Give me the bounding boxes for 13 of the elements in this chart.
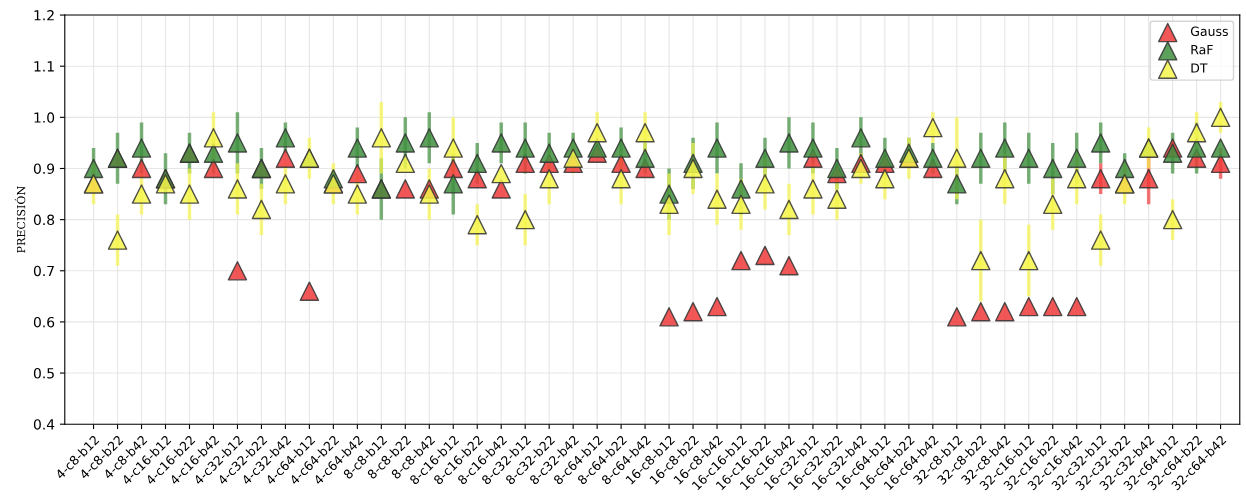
y-tick-label: 0.9 [33,163,55,174]
legend-label: DT [1191,63,1208,73]
y-tick-label: 0.5 [33,368,54,379]
y-axis-title: PRECISIÓN [14,186,26,253]
legend-label: Gauss [1190,26,1228,36]
y-tick-label: 0.8 [33,214,55,226]
y-tick-label: 0.7 [33,265,54,277]
y-tick-label: 0.6 [33,316,55,328]
y-tick-label: 1.2 [34,10,54,21]
y-tick-label: 0.4 [33,419,55,430]
y-tick-label: 1.0 [34,112,55,123]
y-tick-label: 1.1 [34,61,54,72]
legend-label: RaF [1191,45,1213,55]
